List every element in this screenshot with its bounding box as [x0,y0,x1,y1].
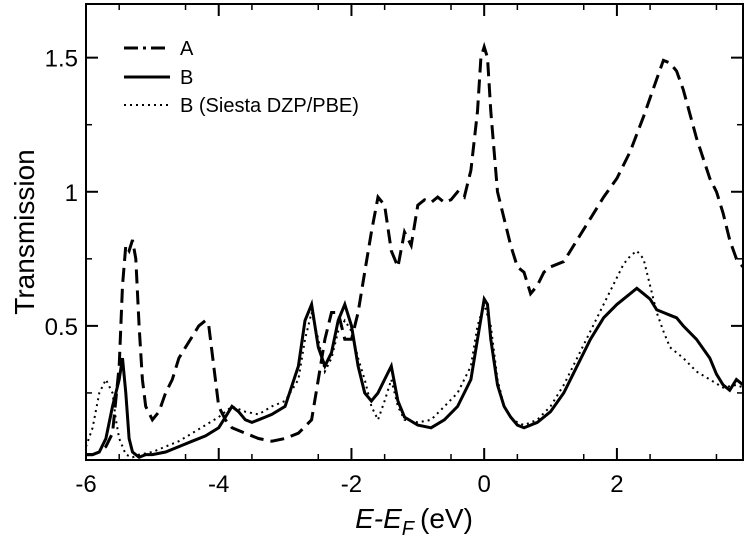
legend: A B B (Siesta DZP/PBE) [124,38,359,117]
y-tick-label: 1.5 [45,46,78,73]
x-axis-title-main: E-E [355,503,402,534]
x-tick-label: -6 [75,471,96,498]
legend-label-b: B [180,67,193,89]
x-axis-title: E-EF (eV) [355,503,473,540]
y-axis-ticks: 0.5 1 1.5 [45,46,743,394]
x-tick-label: -2 [341,471,362,498]
x-axis-title-subscript: F [402,518,416,540]
series-line-0 [86,41,745,457]
x-axis-title-unit: (eV) [420,503,473,534]
series-line-2 [85,249,744,459]
x-tick-label: 2 [610,471,623,498]
legend-label-siesta: B (Siesta DZP/PBE) [180,95,359,117]
y-tick-label: 0.5 [45,314,78,341]
series-layer [85,41,745,460]
x-tick-label: -4 [208,471,229,498]
y-tick-label: 1 [65,180,78,207]
x-tick-label: 0 [478,471,491,498]
x-axis-ticks: -6 -4 -2 0 2 [75,4,718,498]
plot-frame [85,3,744,461]
y-axis-title: Transmission [9,149,40,314]
series-line-1 [86,286,744,460]
legend-label-a: A [180,38,194,60]
